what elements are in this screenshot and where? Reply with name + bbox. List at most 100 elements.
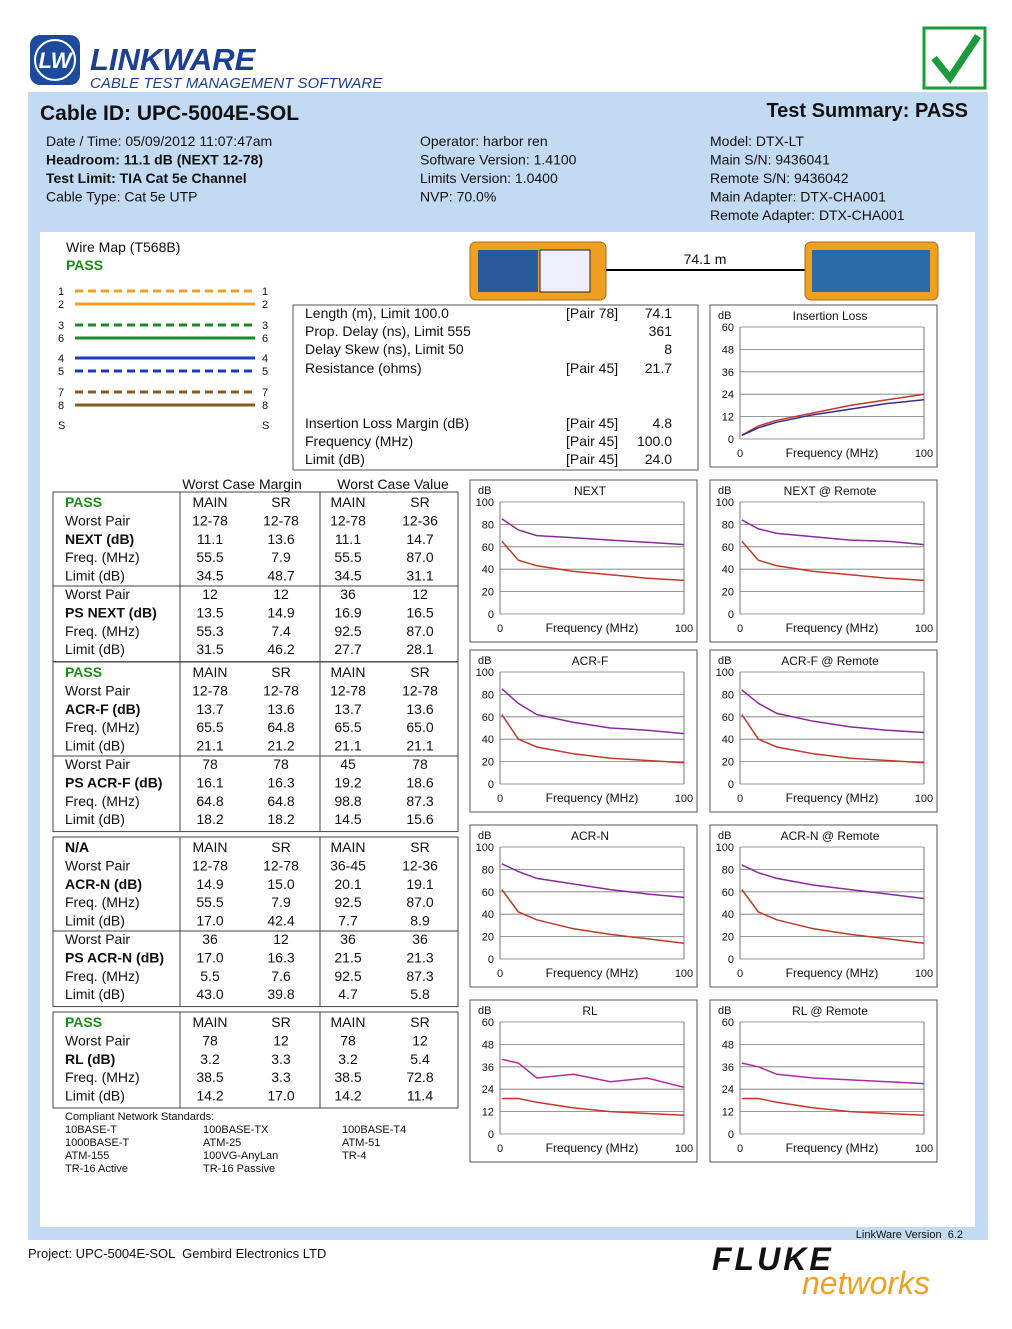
table-box [52, 836, 459, 1008]
info-line: Headroom: 11.1 dB (NEXT 12-78) [46, 152, 263, 168]
chart-frame [709, 824, 938, 988]
info-line: Limits Version: 1.0400 [420, 170, 558, 186]
chart-title: ACR-F [572, 654, 609, 668]
brand-sub: networks [802, 1265, 930, 1301]
pin-right: 7 [262, 387, 268, 399]
table-cell: 7.9 [271, 549, 291, 565]
y-tick-label: 20 [722, 932, 734, 944]
y-tick-label: 60 [482, 1017, 494, 1029]
table-header: MAIN [331, 839, 366, 855]
pin-right: 3 [262, 320, 268, 332]
cable-id: Cable ID: UPC-5004E-SOL [40, 102, 299, 125]
table-cell: 12-36 [402, 512, 438, 528]
table-cell: 31.5 [196, 641, 223, 657]
table-cell: 13.7 [196, 701, 223, 717]
y-tick-label: 20 [482, 757, 494, 769]
y-tick-label: 60 [722, 322, 734, 334]
wire-map-title: Wire Map (T568B) [66, 239, 180, 255]
table-cell: 65.0 [406, 719, 433, 735]
y-tick-label: 80 [722, 864, 734, 876]
table-cell: 5.8 [410, 986, 430, 1002]
chart-frame [469, 999, 698, 1163]
table-cell: 55.5 [196, 549, 223, 565]
table-cell: 21.5 [334, 949, 361, 965]
measure-label: Resistance (ohms) [305, 360, 422, 376]
logo-subtitle: CABLE TEST MANAGEMENT SOFTWARE [90, 75, 383, 92]
y-tick-label: 48 [722, 1039, 734, 1051]
table-cell: 78 [412, 756, 428, 772]
pin-left: S [58, 420, 65, 432]
y-tick-label: 12 [482, 1107, 494, 1119]
y-tick-label: 12 [722, 1107, 734, 1119]
table-cell: Worst Pair [65, 756, 130, 772]
series-line [501, 1097, 685, 1117]
table-cell: 14.9 [196, 876, 223, 892]
table-cell: 15.0 [267, 876, 294, 892]
pin-left: 3 [58, 320, 64, 332]
y-tick-label: 100 [716, 667, 734, 679]
y-tick-label: 0 [488, 1129, 494, 1141]
series-line [741, 864, 925, 900]
table-cell: 16.5 [406, 604, 433, 620]
x-axis-label: Frequency (MHz) [786, 1141, 879, 1155]
x-tick-label: 0 [737, 448, 743, 460]
chart-title: ACR-N @ Remote [781, 829, 880, 843]
x-tick-label: 0 [497, 968, 503, 980]
measure-value: 100.0 [637, 433, 672, 449]
logo-badge [30, 35, 80, 85]
table-cell: 64.8 [267, 719, 294, 735]
table-cell: 14.2 [196, 1088, 223, 1104]
table-cell: 92.5 [334, 968, 361, 984]
table-cell: 64.8 [267, 793, 294, 809]
table-header: PASS [65, 664, 102, 680]
chart-ylabel: dB [478, 1005, 491, 1017]
y-tick-label: 40 [482, 909, 494, 921]
table-cell: 87.3 [406, 793, 433, 809]
measure-value: 8 [664, 341, 672, 357]
info-line: Main S/N: 9436041 [710, 152, 830, 168]
y-tick-label: 12 [722, 412, 734, 424]
table-cell: 5.4 [410, 1051, 430, 1067]
logo-ring [34, 39, 76, 81]
x-tick-label: 100 [675, 623, 693, 635]
table-cell: 55.3 [196, 623, 223, 639]
table-cell: Freq. (MHz) [65, 894, 140, 910]
table-cell: 3.3 [271, 1051, 291, 1067]
table-cell: ACR-N (dB) [65, 876, 142, 892]
y-tick-label: 80 [482, 519, 494, 531]
y-tick-label: 20 [722, 587, 734, 599]
table-header: MAIN [331, 1014, 366, 1030]
table-header: MAIN [193, 1014, 228, 1030]
series-line [501, 688, 685, 735]
table-cell: PS NEXT (dB) [65, 604, 157, 620]
y-tick-label: 60 [722, 1017, 734, 1029]
chart-title: NEXT @ Remote [784, 484, 877, 498]
table-cell: 20.1 [334, 876, 361, 892]
table-cell: 98.8 [334, 793, 361, 809]
table-cell: 16.1 [196, 774, 223, 790]
series-line [741, 689, 925, 734]
table-cell: 16.3 [267, 949, 294, 965]
table-cell: RL (dB) [65, 1051, 115, 1067]
logo-mark: LW [39, 48, 74, 73]
x-tick-label: 100 [915, 793, 933, 805]
pin-left: 5 [58, 366, 64, 378]
y-tick-label: 80 [722, 519, 734, 531]
table-cell: 64.8 [196, 793, 223, 809]
table-cell: 11.1 [197, 531, 223, 547]
version: LinkWare Version 6.2 [856, 1229, 963, 1241]
table-cell: 12-78 [263, 512, 299, 528]
table-cell: 11.1 [335, 531, 361, 547]
chart-title: ACR-N [571, 829, 609, 843]
table-cell: 21.2 [267, 738, 294, 754]
table-header: SR [410, 664, 429, 680]
chart-frame [709, 999, 938, 1163]
table-cell: 18.2 [196, 811, 223, 827]
standard: 10BASE-T [65, 1124, 117, 1136]
y-tick-label: 0 [728, 434, 734, 446]
y-tick-label: 40 [482, 564, 494, 576]
table-cell: 8.9 [410, 913, 430, 929]
table-cell: 17.0 [196, 949, 223, 965]
y-tick-label: 40 [722, 909, 734, 921]
chart-ylabel: dB [718, 1005, 731, 1017]
